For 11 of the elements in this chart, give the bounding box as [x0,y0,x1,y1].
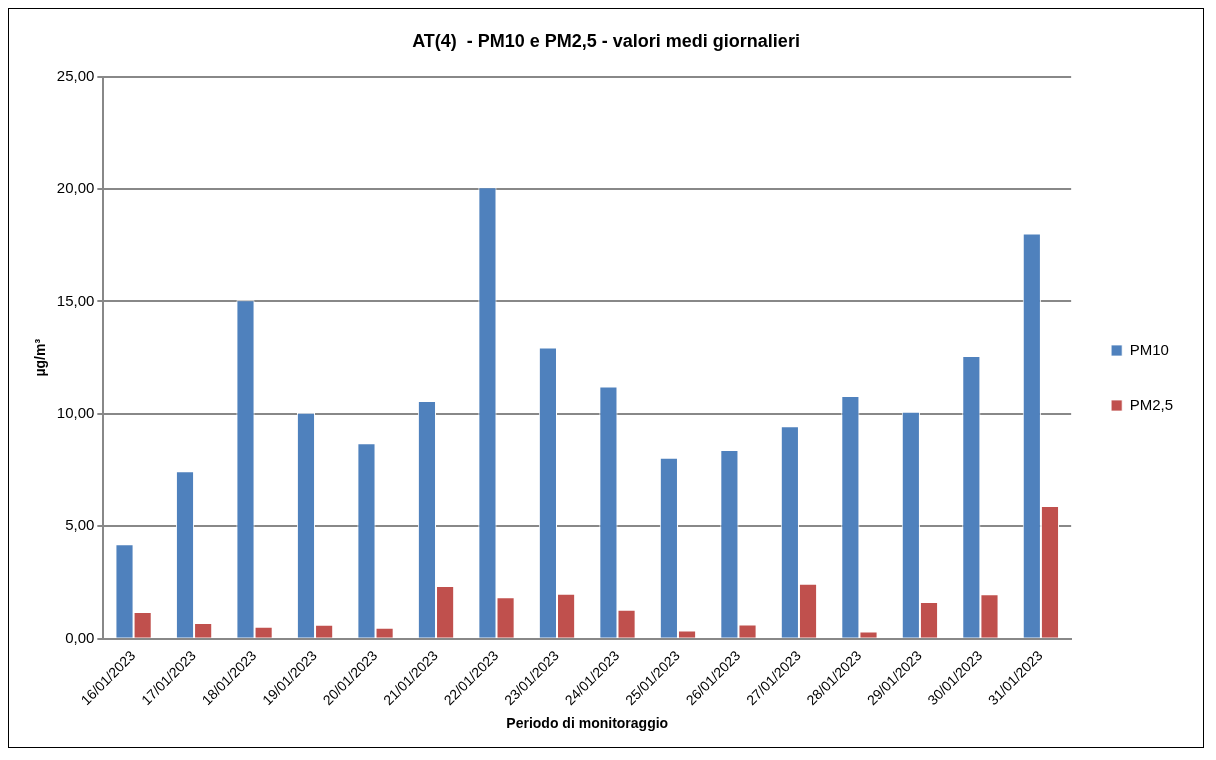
x-axis-title: Periodo di monitoraggio [506,715,669,732]
y-tick-label: 0,00 [65,628,95,646]
y-tick-label: 10,00 [56,404,95,422]
legend-label: PM10 [1129,340,1169,358]
legend-label: PM2,5 [1129,395,1174,413]
y-axis-title: µg/m³ [32,338,49,377]
y-tick-label: 5,00 [65,516,95,534]
y-tick-label: 15,00 [56,291,95,309]
y-tick-label: 25,00 [56,66,95,84]
y-tick-label: 20,00 [56,179,95,197]
chart-title: AT(4) - PM10 e PM2,5 - valori medi giornalieri [412,30,800,51]
